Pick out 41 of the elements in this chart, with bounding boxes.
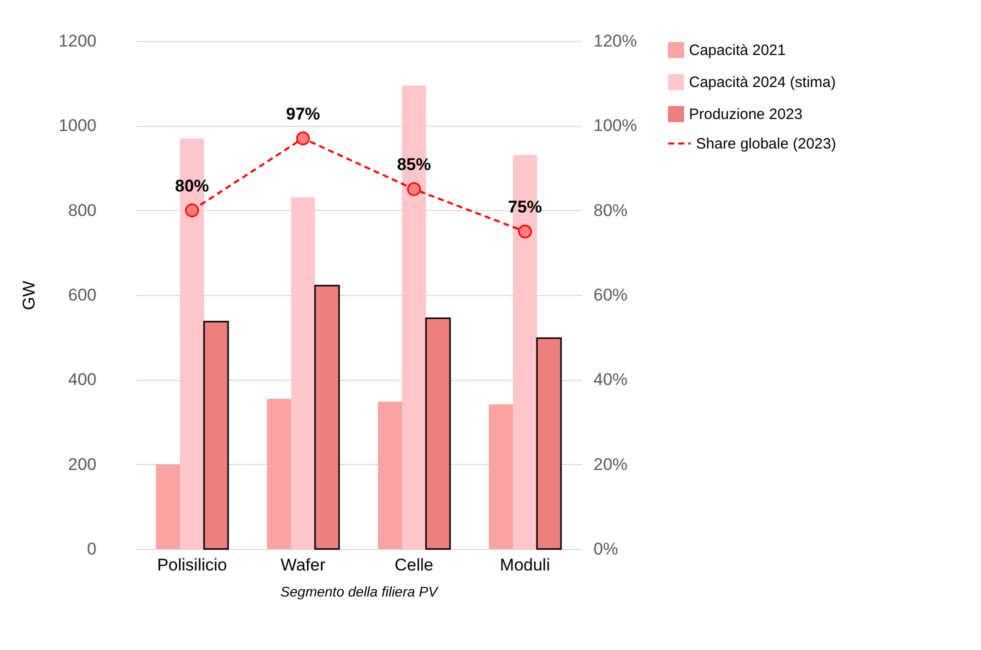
- y-tick-label: 200: [68, 454, 96, 474]
- y2-tick-label: 40%: [594, 370, 628, 390]
- data-label: 80%: [175, 176, 210, 196]
- point: [518, 224, 532, 238]
- data-label: 85%: [396, 155, 431, 174]
- bar: [536, 337, 562, 550]
- data-label: 75%: [508, 198, 542, 216]
- point: [407, 182, 421, 196]
- y-tick-label: 1000: [58, 116, 96, 136]
- y2-tick-label: 20%: [594, 454, 628, 474]
- x-tick-label: Moduli: [500, 556, 550, 574]
- x-axis-title: Segmento della filiera PV: [280, 584, 440, 600]
- bar: [314, 284, 340, 550]
- x-tick-label: Celle: [394, 556, 434, 574]
- bar: [290, 197, 316, 549]
- y-tick-label: 0: [87, 540, 96, 558]
- legend-label: Share globale (2023): [696, 136, 836, 152]
- y2-tick-label: 80%: [594, 200, 628, 220]
- bar: [203, 320, 229, 550]
- x-tick-label: Polisilicio: [157, 556, 227, 574]
- x-tick-label: Wafer: [280, 556, 326, 574]
- y-tick-label: 1200: [58, 32, 96, 50]
- legend-label: Produzione 2023: [689, 106, 802, 123]
- y2-tick-label: 100%: [594, 116, 637, 136]
- data-label: 97%: [286, 104, 320, 124]
- y2-tick-label: 0%: [594, 540, 618, 558]
- y-tick-label: 600: [68, 286, 96, 304]
- y-tick-label: 800: [68, 200, 96, 220]
- y2-tick-label: 60%: [594, 286, 628, 304]
- legend-label: Capacità 2021: [689, 42, 786, 59]
- bar: [378, 402, 402, 549]
- bar: [156, 464, 180, 549]
- point: [185, 203, 199, 218]
- y-tick-label: 400: [68, 370, 96, 390]
- bar: [425, 318, 451, 550]
- point: [296, 132, 310, 146]
- y-axis-title: GW: [20, 280, 39, 310]
- y2-tick-label: 120%: [594, 32, 637, 50]
- legend-label: Capacità 2024 (stima): [689, 74, 836, 91]
- bar: [488, 404, 513, 549]
- bar: [266, 398, 291, 549]
